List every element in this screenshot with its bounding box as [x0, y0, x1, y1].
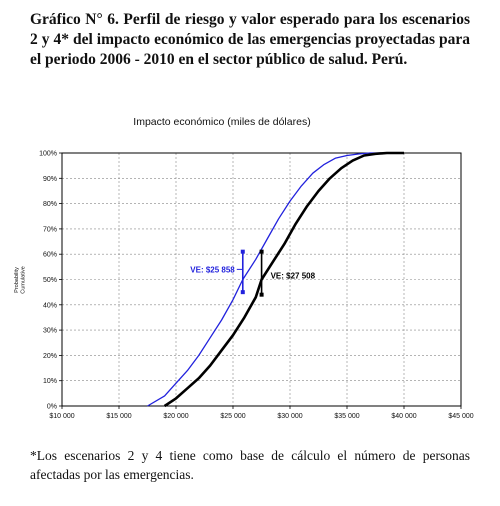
chart-title: Impacto económico (miles de dólares) — [133, 116, 310, 128]
series-line-2 — [163, 151, 404, 408]
y-axis-label: ProbabilityCumulative — [14, 266, 27, 294]
x-tick-label: $45 000 — [448, 413, 473, 420]
x-tick-label: $15 000 — [106, 413, 131, 420]
x-tick-label: $30 000 — [277, 413, 302, 420]
expected-value-label-2: VE: $27 508 — [271, 272, 316, 281]
y-tick-label: 100% — [39, 151, 57, 158]
series-group — [147, 151, 404, 408]
y-tick-label: 70% — [43, 226, 57, 233]
y-tick-label: 90% — [43, 176, 57, 183]
y-tick-label: 40% — [43, 302, 57, 309]
x-tick-label: $35 000 — [334, 413, 359, 420]
x-tick-label: $40 000 — [391, 413, 416, 420]
marker-end-bottom — [240, 290, 245, 295]
x-tick-label: $10 000 — [49, 413, 74, 420]
x-tick-label: $25 000 — [220, 413, 245, 420]
y-tick-label: 80% — [43, 201, 57, 208]
y-tick-label: 60% — [43, 252, 57, 259]
cumulative-probability-chart: Impacto económico (miles de dólares) 0% 1… — [14, 116, 474, 420]
x-axis-ticks: $10 000 $15 000 $20 000 $25 000 $30 000 $35 0… — [49, 406, 474, 420]
marker-end-bottom — [259, 292, 264, 297]
marker-end-top — [259, 249, 264, 254]
series-line-1 — [147, 152, 382, 407]
y-axis-ticks: 0% 10% 20% 30% 40% 50% 60% 70% 80% 90% 100% — [39, 151, 62, 411]
grid-lines — [62, 153, 461, 406]
figure-caption: Gráfico N° 6. Perfil de riesgo y valor e… — [30, 11, 470, 68]
y-tick-label: 10% — [43, 378, 57, 385]
expected-value-label-1: VE: $25 858 — [190, 265, 235, 274]
y-tick-label: 20% — [43, 353, 57, 360]
annotations-group: VE: $25 858 VE: $27 508 — [190, 249, 316, 297]
x-tick-label: $20 000 — [163, 413, 188, 420]
y-tick-label: 50% — [43, 277, 57, 284]
marker-end-top — [240, 249, 245, 254]
y-tick-label: 0% — [47, 404, 57, 411]
y-tick-label: 30% — [43, 328, 57, 335]
footnote: *Los escenarios 2 y 4 tiene como base de… — [30, 448, 470, 482]
